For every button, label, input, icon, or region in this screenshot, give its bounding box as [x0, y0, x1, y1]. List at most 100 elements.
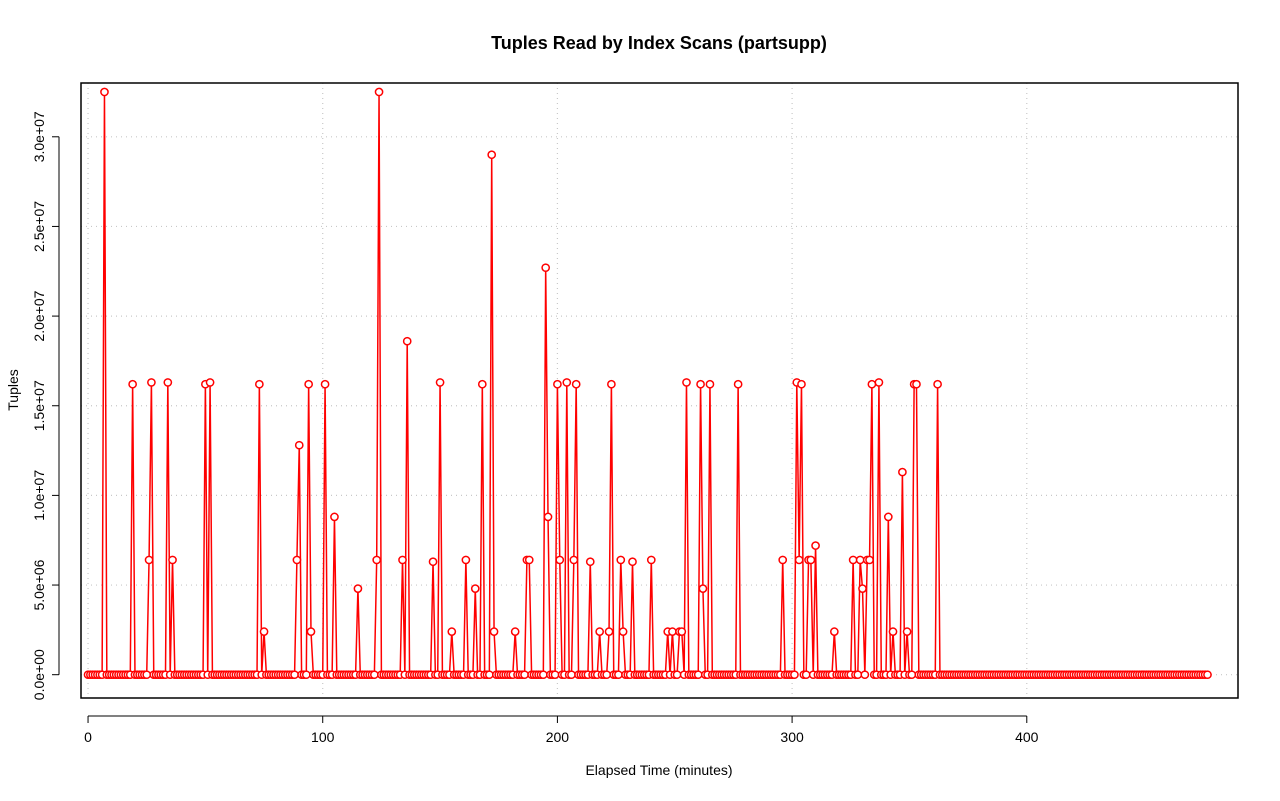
data-point — [797, 379, 806, 389]
data-point — [524, 555, 534, 565]
data-point — [402, 336, 412, 346]
data-point — [571, 379, 581, 389]
data-point — [794, 555, 804, 565]
data-point — [520, 670, 529, 680]
data-point — [168, 555, 177, 565]
data-point — [585, 557, 595, 567]
grid-lines — [81, 83, 1238, 698]
data-point — [595, 627, 605, 637]
data-point — [543, 512, 553, 522]
data-point — [677, 627, 687, 637]
data-point — [778, 555, 788, 565]
data-point — [898, 467, 907, 477]
data-point — [301, 670, 311, 680]
data-point — [902, 627, 912, 637]
x-tick-label: 300 — [780, 729, 804, 745]
data-point — [374, 87, 384, 97]
data-point — [100, 87, 109, 97]
data-point — [541, 263, 551, 273]
y-axis-label: Tuples — [5, 369, 21, 411]
data-point — [705, 379, 715, 389]
data-point — [860, 670, 870, 680]
chart-title: Tuples Read by Index Scans (partsupp) — [491, 33, 827, 53]
data-point — [398, 555, 407, 565]
x-axis-label: Elapsed Time (minutes) — [585, 762, 732, 778]
data-point — [933, 379, 942, 389]
data-point — [555, 555, 565, 565]
y-tick-label: 3.0e+07 — [31, 111, 47, 162]
data-point — [888, 627, 898, 637]
data-point — [696, 379, 705, 389]
data-point — [698, 584, 708, 593]
data-point — [865, 555, 874, 565]
data-point — [602, 670, 612, 680]
data-point — [294, 440, 304, 450]
data-point — [128, 379, 137, 389]
data-point — [205, 378, 215, 387]
data-point — [259, 627, 269, 637]
data-point — [487, 150, 497, 160]
data-point — [567, 670, 576, 680]
data-point — [489, 627, 499, 637]
data-point — [372, 555, 382, 565]
y-tick-label: 2.0e+07 — [31, 290, 47, 341]
y-tick-label: 5.0e+06 — [31, 559, 47, 610]
data-point — [142, 670, 152, 680]
data-point — [553, 379, 562, 389]
data-point — [646, 555, 656, 565]
data-point — [867, 379, 877, 389]
data-point — [304, 379, 313, 389]
data-point — [668, 627, 677, 637]
data-point — [614, 670, 623, 680]
data-point — [682, 378, 691, 387]
plot-frame — [80, 82, 1239, 699]
data-point — [470, 584, 480, 593]
y-tick-label: 0.0e+00 — [31, 649, 47, 700]
data-point — [618, 627, 628, 637]
data-point — [907, 670, 917, 680]
data-point — [912, 379, 921, 389]
data-point — [428, 557, 438, 567]
data-point — [829, 627, 839, 637]
data-point — [538, 670, 548, 680]
data-point — [447, 627, 457, 637]
x-axis: 0 100 200 300 400 — [84, 715, 1039, 745]
data-point — [485, 670, 494, 680]
data-point — [510, 627, 520, 637]
data-point — [604, 627, 614, 637]
data-point — [1203, 670, 1212, 680]
data-point — [616, 555, 626, 565]
data-point — [292, 555, 302, 565]
data-point — [628, 557, 637, 567]
data-point — [874, 378, 884, 387]
data-point — [811, 541, 820, 550]
y-tick-label: 1.0e+07 — [31, 470, 47, 521]
data-point — [320, 379, 330, 389]
data-point — [306, 627, 316, 637]
data-point — [790, 670, 799, 680]
data-point — [477, 379, 487, 389]
data-point — [550, 670, 560, 680]
series-tuples-read — [83, 87, 1212, 680]
y-axis: 0.0e+00 5.0e+06 1.0e+07 1.5e+07 2.0e+07 2.5e+… — [31, 111, 60, 700]
x-tick-label: 400 — [1015, 729, 1039, 745]
data-point — [290, 670, 299, 680]
data-point — [733, 379, 743, 389]
data-point — [353, 584, 363, 593]
data-point — [435, 378, 445, 387]
data-point — [163, 378, 173, 387]
x-tick-label: 200 — [546, 729, 570, 745]
data-point — [853, 670, 863, 680]
data-point — [883, 512, 893, 522]
data-point — [607, 379, 616, 389]
data-point — [147, 378, 156, 387]
data-point — [855, 555, 865, 565]
data-point — [562, 378, 572, 387]
x-tick-label: 0 — [84, 729, 92, 745]
data-point — [672, 670, 682, 680]
data-point — [370, 670, 379, 680]
x-tick-label: 100 — [311, 729, 335, 745]
data-point — [801, 670, 811, 680]
y-tick-label: 1.5e+07 — [31, 380, 47, 431]
